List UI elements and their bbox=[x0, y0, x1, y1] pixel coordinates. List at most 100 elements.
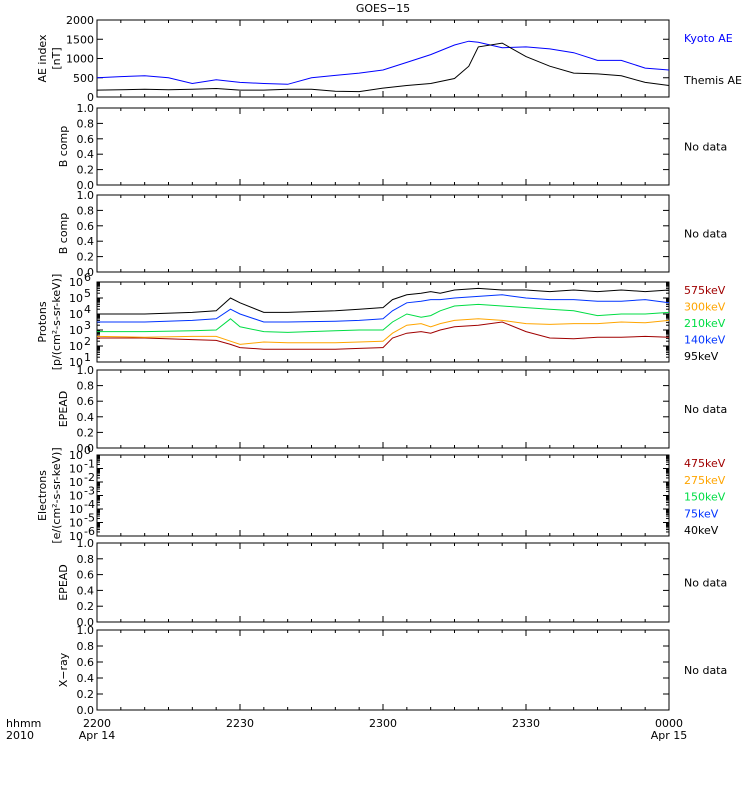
panel-4-ytick-exponent: 3 bbox=[84, 319, 91, 332]
panel-3-ytick-label: 1.0 bbox=[77, 189, 95, 202]
panel-8-ytick-label: 1.0 bbox=[77, 624, 95, 637]
panel-2-no-data-label: No data bbox=[684, 141, 727, 154]
panel-5-ytick-label: 0.4 bbox=[77, 411, 95, 424]
panel-4-series-140kev bbox=[97, 294, 670, 323]
panel-6-legend-475kev: 475keV bbox=[684, 457, 726, 470]
panel-4-ytick-exponent: 5 bbox=[84, 287, 91, 300]
panel-1-series-themis-ae bbox=[96, 42, 670, 93]
panel-4-frame bbox=[96, 281, 670, 363]
panel-6-ytick-label: 10 bbox=[69, 463, 83, 476]
panel-1-frame bbox=[96, 19, 670, 98]
panel-8-ytick-label: 0.0 bbox=[77, 704, 95, 717]
panel-6-ytick-label: 10 bbox=[69, 517, 83, 530]
panel-6-ytick-label: 10 bbox=[69, 476, 83, 489]
chart-title: GOES−15 bbox=[356, 2, 410, 15]
panel-1-ytick-label: 1500 bbox=[66, 33, 94, 46]
panel-7-ytick-label: 0.0 bbox=[77, 616, 95, 629]
panel-6-ytick-exponent: -6 bbox=[84, 525, 95, 538]
panel-1-ytick-label: 0 bbox=[87, 91, 94, 104]
panel-7-frame bbox=[96, 542, 670, 623]
panel-7-ytick-label: 0.4 bbox=[77, 584, 95, 597]
panel-6-legend-150kev: 150keV bbox=[684, 491, 726, 504]
panel-4-ytick-exponent: 2 bbox=[84, 335, 91, 348]
panel-8-ylabel: X−ray bbox=[57, 652, 70, 687]
panel-7-ylabel: EPEAD bbox=[57, 564, 70, 601]
panel-3-ytick-label: 0.4 bbox=[77, 235, 95, 248]
panel-2-ytick-label: 0.6 bbox=[77, 133, 95, 146]
x-tick-label-hhmm: 2200 bbox=[83, 717, 111, 730]
panel-6-legend-40kev: 40keV bbox=[684, 524, 719, 537]
panel-6-ytick-exponent: -3 bbox=[84, 485, 95, 498]
panel-4-legend-95kev: 95keV bbox=[684, 350, 719, 363]
panel-6-ytick-exponent: -1 bbox=[84, 458, 95, 471]
panel-4-ytick-label: 10 bbox=[69, 340, 83, 353]
x-tick-label-hhmm: 2230 bbox=[226, 717, 254, 730]
panel-4-ytick-label: 10 bbox=[69, 292, 83, 305]
panel-3-ytick-label: 0.8 bbox=[77, 204, 95, 217]
panel-3-ytick-label: 0.0 bbox=[77, 266, 95, 279]
x-tick-label-hhmm: 2330 bbox=[512, 717, 540, 730]
panel-4-ytick-label: 10 bbox=[69, 324, 83, 337]
panel-7-ytick-label: 0.2 bbox=[77, 600, 95, 613]
panel-6-ytick-label: 10 bbox=[69, 530, 83, 543]
panel-6-ytick-label: 10 bbox=[69, 490, 83, 503]
panel-6-ytick-exponent: -4 bbox=[84, 498, 95, 511]
panel-2-frame bbox=[96, 107, 670, 186]
panel-6-ytick-label: 10 bbox=[69, 449, 83, 462]
panel-1-ytick-label: 1000 bbox=[66, 53, 94, 66]
panel-2-ytick-label: 0.2 bbox=[77, 164, 95, 177]
panel-6-ytick-exponent: -5 bbox=[84, 512, 95, 525]
panel-8-ytick-label: 0.8 bbox=[77, 640, 95, 653]
panel-3-ylabel: B comp bbox=[57, 213, 70, 255]
panel-6-ylabel: Electrons bbox=[36, 470, 49, 521]
panel-5-ylabel: EPEAD bbox=[57, 391, 70, 428]
panel-4-ytick-exponent: 1 bbox=[84, 351, 91, 364]
panel-5-ytick-label: 0.6 bbox=[77, 395, 95, 408]
panel-6-legend-275kev: 275keV bbox=[684, 474, 726, 487]
panel-4-series-95kev bbox=[97, 287, 670, 315]
panel-8-no-data-label: No data bbox=[684, 664, 727, 677]
panel-7-no-data-label: No data bbox=[684, 577, 727, 590]
panel-4-ylabel: Protons bbox=[36, 301, 49, 342]
panel-2-ytick-label: 0.0 bbox=[77, 179, 95, 192]
panel-6-ylabel: [e/(cm²-s-sr-keV)] bbox=[50, 447, 63, 543]
panel-3-ytick-label: 0.6 bbox=[77, 220, 95, 233]
panel-1-ytick-label: 500 bbox=[73, 72, 94, 85]
panel-4-legend-140kev: 140keV bbox=[684, 334, 726, 347]
panel-1-legend-kyoto-ae: Kyoto AE bbox=[684, 32, 733, 45]
panel-4-ytick-label: 10 bbox=[69, 276, 83, 289]
panel-1-series-kyoto-ae bbox=[96, 40, 670, 85]
x-axis-corner-label: 2010 bbox=[6, 729, 34, 742]
panel-7-ytick-label: 0.6 bbox=[77, 569, 95, 582]
panel-5-ytick-label: 0.8 bbox=[77, 380, 95, 393]
panel-5-no-data-label: No data bbox=[684, 403, 727, 416]
panel-1-ylabel: [nT] bbox=[50, 47, 63, 69]
panel-4-ytick-label: 10 bbox=[69, 356, 83, 369]
panel-4-legend-300kev: 300keV bbox=[684, 301, 726, 314]
panel-3-frame bbox=[96, 194, 670, 273]
panel-4-legend-575kev: 575keV bbox=[684, 284, 726, 297]
panel-2-ylabel: B comp bbox=[57, 126, 70, 168]
panel-1-ylabel: AE index bbox=[36, 34, 49, 83]
panel-8-frame bbox=[96, 629, 670, 711]
panel-1-legend-themis-ae: Themis AE bbox=[683, 74, 742, 87]
panel-4-ylabel: [p/(cm²-s-sr-keV)] bbox=[50, 274, 63, 371]
panel-7-ytick-label: 1.0 bbox=[77, 537, 95, 550]
panel-5-ytick-label: 1.0 bbox=[77, 364, 95, 377]
panel-5-ytick-label: 0.0 bbox=[77, 442, 95, 455]
panel-4-series-575kev bbox=[97, 321, 670, 350]
panel-8-ytick-label: 0.2 bbox=[77, 688, 95, 701]
panel-2-ytick-label: 0.8 bbox=[77, 117, 95, 130]
panel-4-ytick-exponent: 6 bbox=[84, 271, 91, 284]
panel-6-ytick-exponent: -2 bbox=[84, 471, 95, 484]
panel-4-legend-210kev: 210keV bbox=[684, 317, 726, 330]
panel-6-ytick-label: 10 bbox=[69, 503, 83, 516]
panel-6-frame bbox=[96, 454, 670, 537]
panel-2-ytick-label: 1.0 bbox=[77, 102, 95, 115]
panel-5-frame bbox=[96, 369, 670, 449]
panel-2-ytick-label: 0.4 bbox=[77, 148, 95, 161]
panel-4-ytick-exponent: 4 bbox=[84, 303, 91, 316]
panel-4-series-210kev bbox=[97, 303, 670, 333]
panel-7-ytick-label: 0.8 bbox=[77, 553, 95, 566]
